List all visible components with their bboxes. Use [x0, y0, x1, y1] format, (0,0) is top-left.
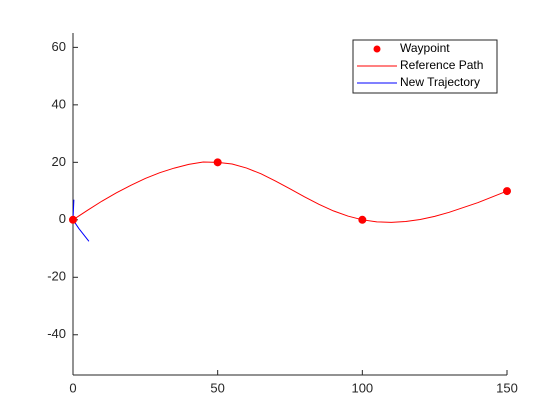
legend-label: New Trajectory: [400, 75, 480, 89]
x-tick-label: 100: [351, 380, 373, 395]
legend-label: Waypoint: [400, 41, 450, 55]
waypoint-marker: [503, 187, 511, 196]
y-tick-label: -40: [47, 326, 66, 341]
series-line: [72, 199, 90, 242]
x-tick-label: 150: [496, 380, 518, 395]
y-tick-label: -20: [47, 269, 66, 284]
y-tick-label: 20: [52, 154, 66, 169]
y-tick-label: 60: [52, 39, 66, 54]
waypoint-marker: [213, 158, 222, 167]
x-tick-label: 50: [210, 380, 224, 395]
waypoint-marker: [358, 215, 367, 224]
legend-marker: [373, 45, 381, 53]
legend-label: Reference Path: [400, 58, 483, 72]
series-line: [72, 161, 508, 223]
y-tick-label: 40: [52, 96, 66, 111]
plot-area: [69, 158, 511, 242]
y-tick-label: 0: [59, 211, 66, 226]
legend: Waypoint Reference Path New Trajectory: [352, 39, 498, 94]
waypoint-marker: [69, 215, 77, 224]
x-tick-label: 0: [69, 380, 76, 395]
